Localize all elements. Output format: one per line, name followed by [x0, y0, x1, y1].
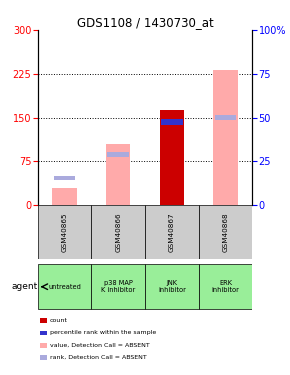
Text: ERK
inhibitor: ERK inhibitor	[211, 280, 240, 293]
Title: GDS1108 / 1430730_at: GDS1108 / 1430730_at	[77, 16, 213, 29]
Text: p38 MAP
K inhibitor: p38 MAP K inhibitor	[101, 280, 135, 293]
Text: count: count	[50, 318, 67, 323]
Bar	[54, 176, 75, 180]
Text: JNK
inhibitor: JNK inhibitor	[158, 280, 186, 293]
Text: untreated: untreated	[48, 284, 81, 290]
Bar	[160, 110, 184, 206]
Text: percentile rank within the sample: percentile rank within the sample	[50, 330, 156, 335]
Bar	[145, 264, 199, 309]
Bar	[91, 206, 145, 258]
Bar	[40, 343, 47, 348]
Bar	[91, 264, 145, 309]
Bar	[38, 264, 91, 309]
Text: GSM40867: GSM40867	[169, 212, 175, 252]
Bar	[215, 116, 236, 120]
Bar	[199, 206, 252, 258]
Text: rank, Detection Call = ABSENT: rank, Detection Call = ABSENT	[50, 355, 146, 360]
Bar	[199, 264, 252, 309]
Bar	[106, 144, 130, 206]
Bar	[161, 119, 183, 124]
Text: agent: agent	[11, 282, 38, 291]
Bar	[40, 356, 47, 360]
Text: GSM40866: GSM40866	[115, 212, 121, 252]
Bar	[107, 152, 129, 157]
Bar	[40, 331, 47, 335]
Bar	[213, 70, 238, 206]
Text: GSM40868: GSM40868	[222, 212, 229, 252]
Bar	[145, 206, 199, 258]
Text: value, Detection Call = ABSENT: value, Detection Call = ABSENT	[50, 343, 149, 348]
Bar	[52, 188, 77, 206]
Bar	[40, 318, 47, 323]
Bar	[38, 206, 91, 258]
Text: GSM40865: GSM40865	[61, 212, 68, 252]
